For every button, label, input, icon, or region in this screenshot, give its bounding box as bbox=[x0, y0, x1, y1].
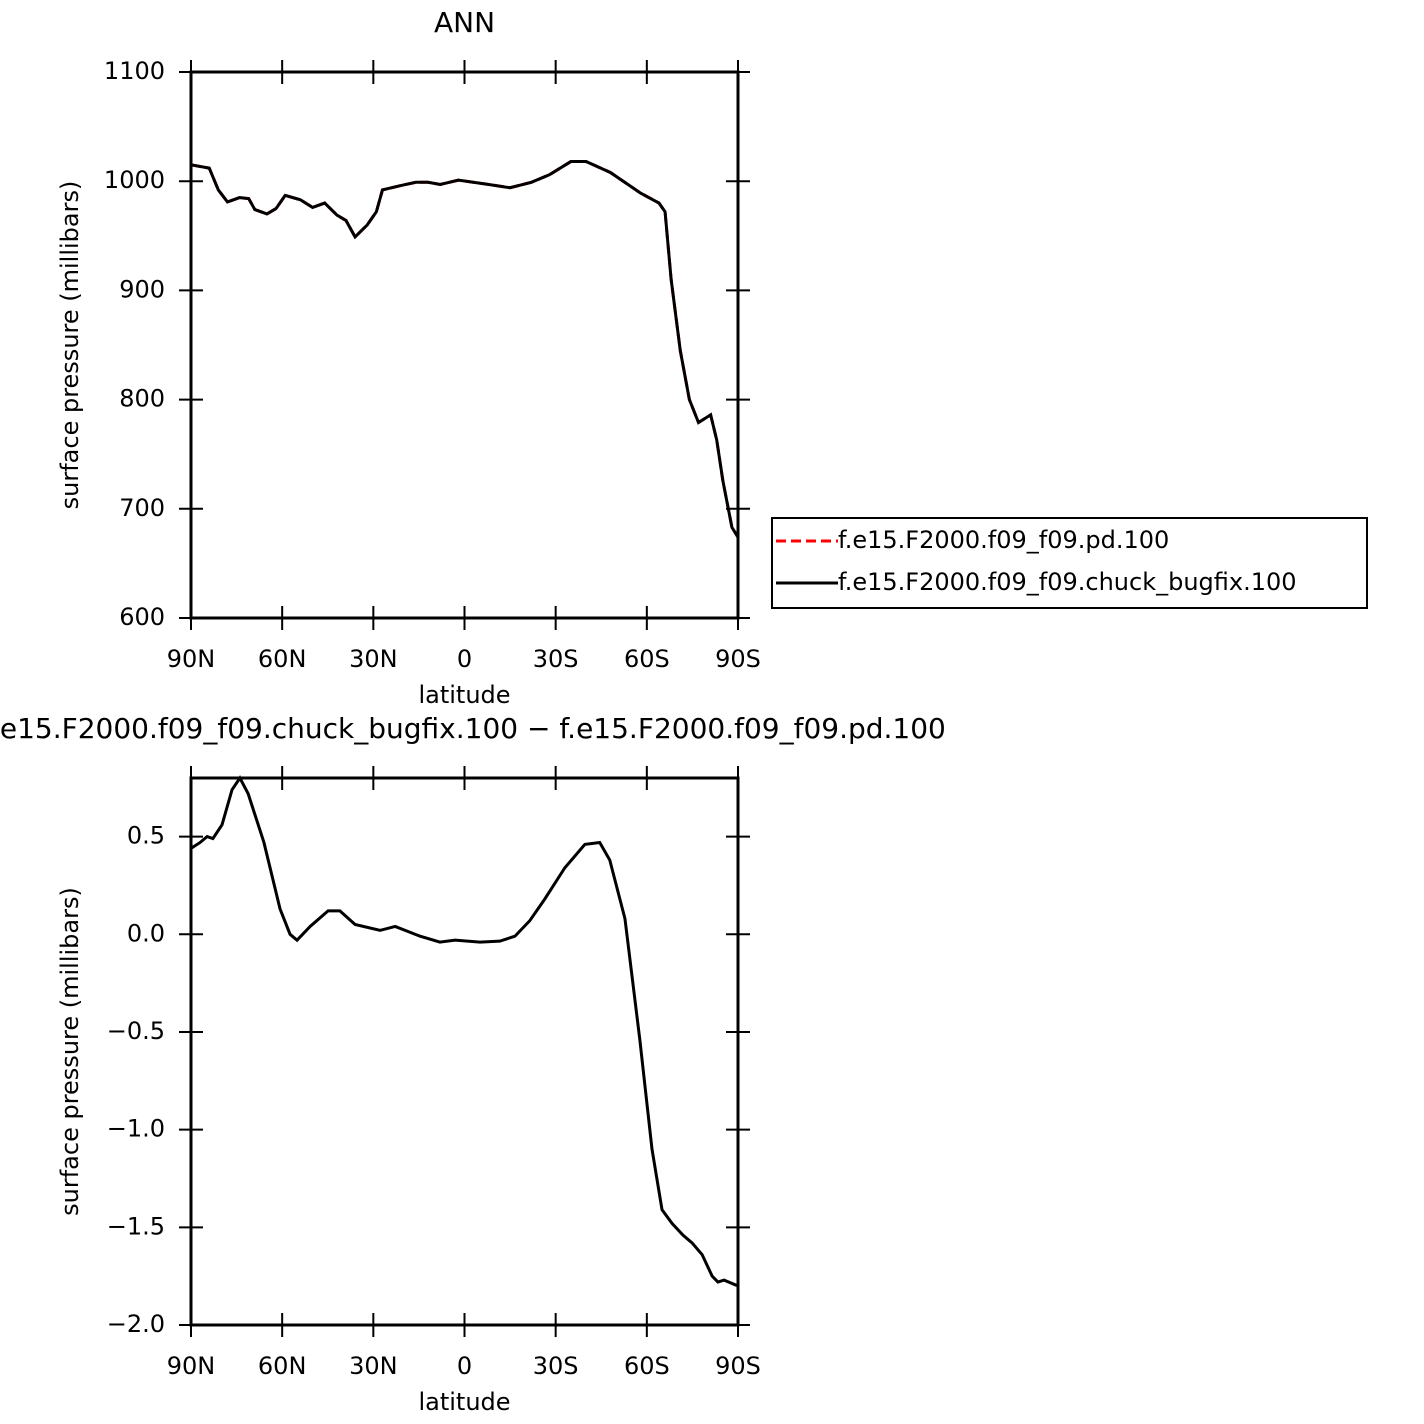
y-tick-label: −1.5 bbox=[107, 1212, 165, 1240]
y-tick-label: 1000 bbox=[104, 166, 165, 194]
x-tick-label: 60S bbox=[624, 645, 670, 673]
y-tick-label: 0.5 bbox=[127, 822, 165, 850]
legend-label: f.e15.F2000.f09_f09.pd.100 bbox=[838, 526, 1169, 554]
plot-frame bbox=[189, 70, 740, 620]
x-tick-label: 30S bbox=[533, 645, 579, 673]
x-tick-label: 60S bbox=[624, 1352, 670, 1380]
x-axis-label: latitude bbox=[418, 681, 510, 709]
data-line bbox=[190, 160, 740, 538]
x-tick-label: 90N bbox=[167, 645, 216, 673]
chart-title: ANN bbox=[434, 6, 495, 39]
x-tick-label: 0 bbox=[457, 645, 472, 673]
x-tick-label: 30N bbox=[349, 645, 398, 673]
y-tick-label: −2.0 bbox=[107, 1310, 165, 1338]
y-tick-label: −0.5 bbox=[107, 1017, 165, 1045]
plot-frame bbox=[189, 776, 740, 1327]
y-tick-label: 700 bbox=[119, 494, 165, 522]
legend-box bbox=[771, 517, 1368, 609]
y-tick-label: 900 bbox=[119, 275, 165, 303]
x-tick-label: 60N bbox=[258, 645, 307, 673]
y-axis-label: surface pressure (millibars) bbox=[56, 181, 84, 510]
y-tick-label: −1.0 bbox=[107, 1115, 165, 1143]
x-tick-label: 30N bbox=[349, 1352, 398, 1380]
y-tick-label: 1100 bbox=[104, 57, 165, 85]
legend-label: f.e15.F2000.f09_f09.chuck_bugfix.100 bbox=[838, 568, 1297, 596]
data-line bbox=[190, 160, 740, 538]
chart-title: f.e15.F2000.f09_f09.chuck_bugfix.100 − f… bbox=[0, 712, 946, 745]
y-tick-label: 600 bbox=[119, 603, 165, 631]
y-tick-label: 800 bbox=[119, 385, 165, 413]
x-tick-label: 30S bbox=[533, 1352, 579, 1380]
x-tick-label: 0 bbox=[457, 1352, 472, 1380]
y-axis-label: surface pressure (millibars) bbox=[56, 887, 84, 1216]
x-axis-label: latitude bbox=[418, 1388, 510, 1416]
x-tick-label: 90N bbox=[167, 1352, 216, 1380]
x-tick-label: 90S bbox=[715, 1352, 761, 1380]
y-tick-label: 0.0 bbox=[127, 919, 165, 947]
x-tick-label: 60N bbox=[258, 1352, 307, 1380]
x-tick-label: 90S bbox=[715, 645, 761, 673]
data-line bbox=[190, 775, 739, 1288]
